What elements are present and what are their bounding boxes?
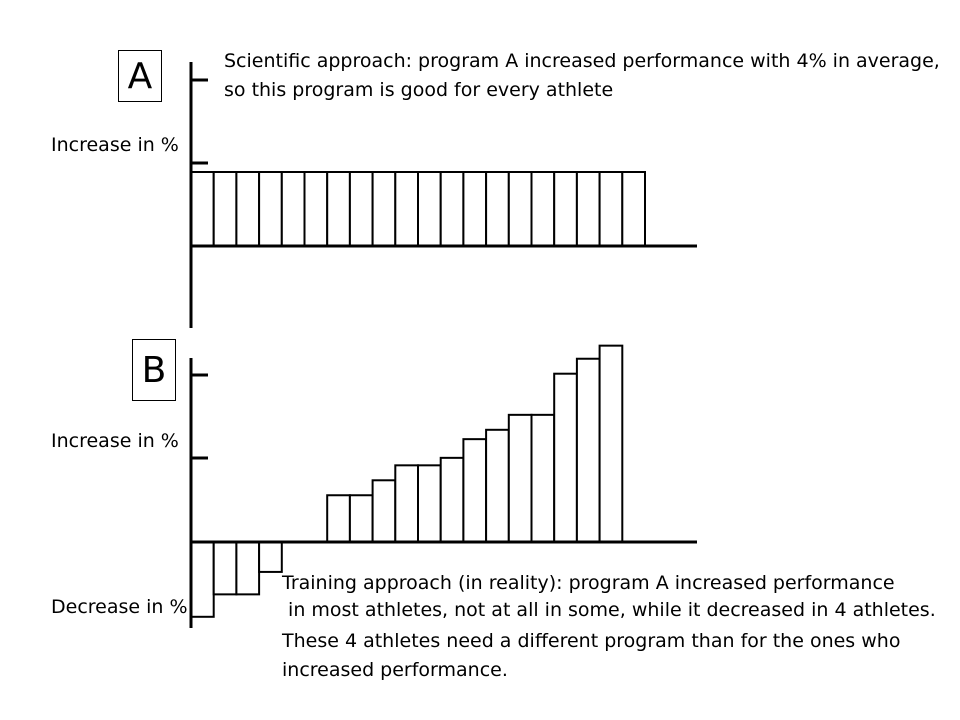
panel-b-annotation-line-1: Training approach (in reality): program … xyxy=(282,572,895,594)
panel-a-bar-9 xyxy=(371,171,397,247)
panel-b-bar-10 xyxy=(394,464,419,543)
panel-a-bar-7 xyxy=(326,171,351,247)
panel-a-annotation-line-1: Scientific approach: program A increased… xyxy=(224,50,940,72)
panel-b-bar-14 xyxy=(485,428,510,543)
panel-b-bar-2 xyxy=(212,541,238,596)
panel-a-annotation-line-2: so this program is good for every athlet… xyxy=(224,79,614,101)
panel-a-bar-10 xyxy=(394,171,419,247)
panel-a-bar-6 xyxy=(303,171,329,247)
panel-a-bar-5 xyxy=(280,171,306,247)
panel-a-bar-1 xyxy=(190,171,215,247)
panel-a-bar-13 xyxy=(462,171,488,247)
panel-a-bar-12 xyxy=(439,171,465,247)
panel-b-bar-11 xyxy=(417,464,442,543)
panel-b-bar-13 xyxy=(462,438,488,543)
panel-b-bar-16 xyxy=(530,413,556,543)
panel-b-bar-3 xyxy=(235,541,261,596)
panel-b-bar-18 xyxy=(575,357,601,543)
panel-b-bar-1 xyxy=(190,541,215,618)
panel-b-bar-9 xyxy=(371,479,397,544)
panel-a-bar-11 xyxy=(417,171,442,247)
panel-a-label: A xyxy=(118,50,162,102)
panel-a-ylabel: Increase in % xyxy=(51,134,179,156)
panel-a-bar-20 xyxy=(621,171,646,247)
panel-a-bar-16 xyxy=(530,171,556,247)
panel-a-bar-8 xyxy=(348,171,374,247)
panel-a-bar-19 xyxy=(598,171,624,247)
panel-b-label: B xyxy=(132,339,176,401)
panel-b-annotation-line-4: increased performance. xyxy=(282,659,508,681)
panel-a-bar-15 xyxy=(507,171,533,247)
panel-b-ylabel-negative: Decrease in % xyxy=(51,596,188,618)
panel-b-bar-4 xyxy=(258,541,283,573)
panel-b-bar-8 xyxy=(348,494,374,543)
panel-a-bar-2 xyxy=(212,171,238,247)
panel-b-bar-19 xyxy=(598,344,624,543)
panel-b-annotation-line-2: in most athletes, not at all in some, wh… xyxy=(282,599,936,621)
panel-b-bar-7 xyxy=(326,494,351,543)
panel-b-bar-15 xyxy=(507,413,533,543)
panel-b-annotation-line-3: These 4 athletes need a different progra… xyxy=(282,630,901,652)
panel-b-bar-12 xyxy=(439,456,465,544)
panel-a-bar-3 xyxy=(235,171,261,247)
panel-a-bar-18 xyxy=(575,171,601,247)
panel-b-bar-17 xyxy=(553,372,578,544)
panel-a-bar-4 xyxy=(258,171,283,247)
panel-a-bar-17 xyxy=(553,171,578,247)
panel-b-ylabel-positive: Increase in % xyxy=(51,430,179,452)
panel-a-bar-14 xyxy=(485,171,510,247)
